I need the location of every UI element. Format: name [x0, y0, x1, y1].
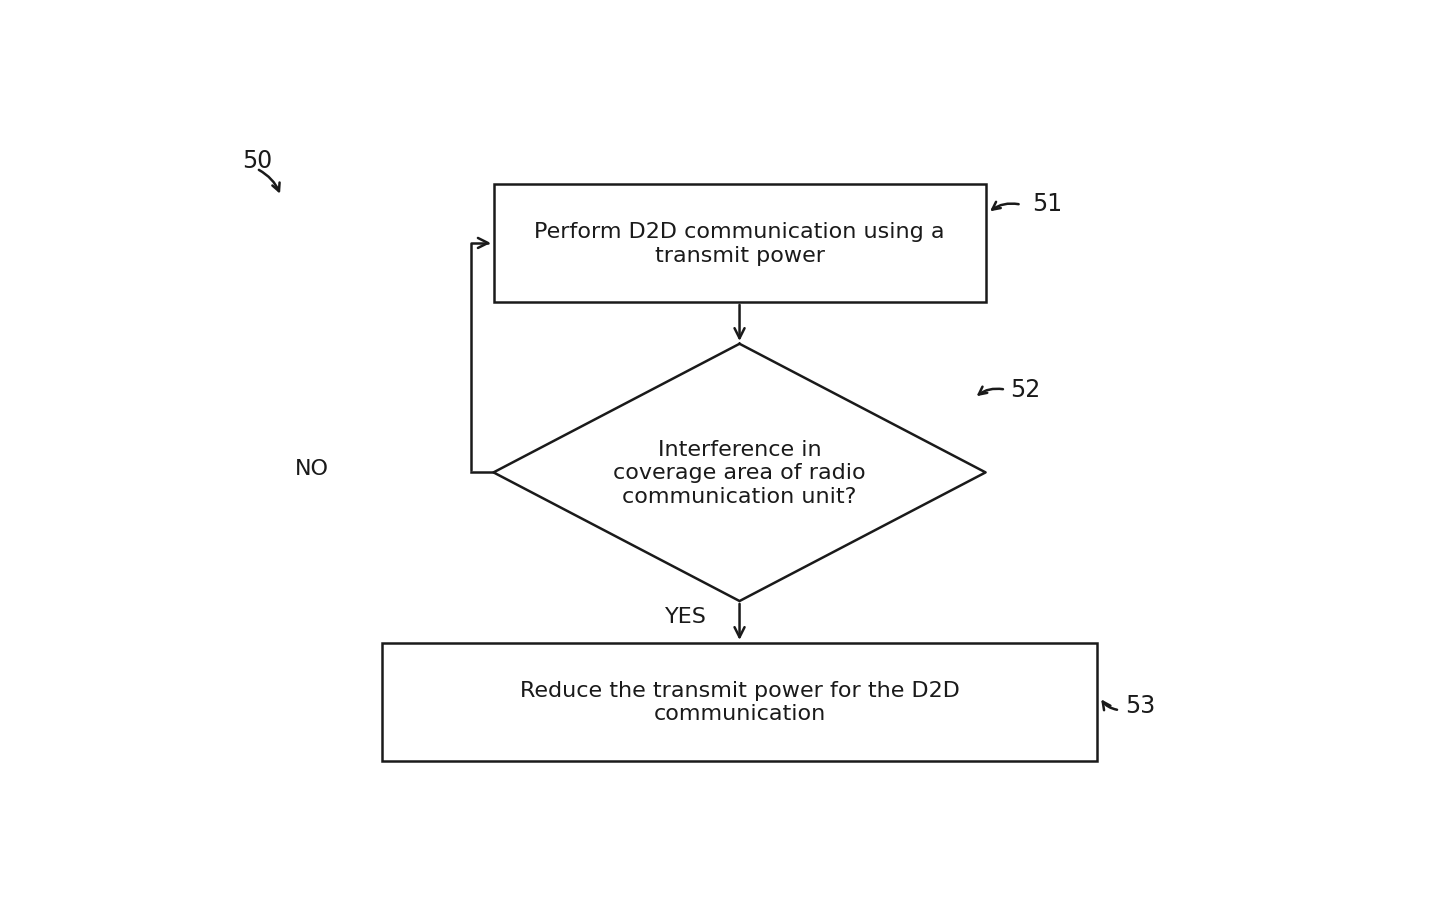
- Text: Reduce the transmit power for the D2D
communication: Reduce the transmit power for the D2D co…: [519, 680, 960, 723]
- FancyBboxPatch shape: [494, 185, 986, 303]
- Text: YES: YES: [665, 607, 707, 627]
- Text: NO: NO: [296, 458, 329, 478]
- Text: Perform D2D communication using a
transmit power: Perform D2D communication using a transm…: [534, 222, 945, 265]
- Text: 50: 50: [242, 148, 273, 172]
- FancyBboxPatch shape: [381, 643, 1097, 761]
- Text: 52: 52: [1010, 378, 1040, 401]
- Text: 51: 51: [1033, 192, 1062, 216]
- Text: Interference in
coverage area of radio
communication unit?: Interference in coverage area of radio c…: [613, 439, 866, 506]
- Text: 53: 53: [1126, 694, 1156, 717]
